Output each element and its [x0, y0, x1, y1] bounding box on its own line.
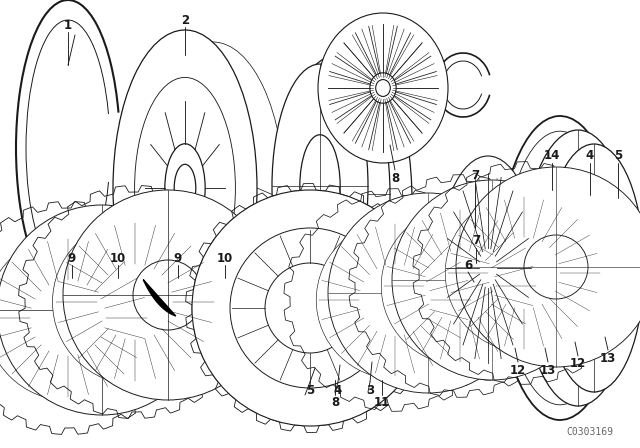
Text: 13: 13 [540, 363, 556, 376]
Ellipse shape [524, 235, 588, 299]
Ellipse shape [456, 167, 640, 367]
Text: 3: 3 [366, 383, 374, 396]
Ellipse shape [141, 42, 285, 358]
Text: 9: 9 [174, 251, 182, 264]
Text: 8: 8 [391, 172, 399, 185]
Text: 7: 7 [471, 168, 479, 181]
Text: 14: 14 [544, 148, 560, 161]
Ellipse shape [438, 156, 538, 380]
Ellipse shape [174, 164, 196, 212]
Text: 1: 1 [64, 18, 72, 31]
Text: 2: 2 [181, 13, 189, 26]
Ellipse shape [30, 280, 106, 356]
Ellipse shape [0, 236, 150, 401]
Text: 4: 4 [586, 148, 594, 161]
Text: 9: 9 [68, 251, 76, 264]
FancyBboxPatch shape [177, 337, 194, 366]
Ellipse shape [324, 136, 376, 266]
Ellipse shape [300, 135, 340, 237]
Text: 6: 6 [464, 258, 472, 271]
Ellipse shape [376, 80, 390, 96]
Text: 5: 5 [306, 383, 314, 396]
Ellipse shape [265, 263, 355, 353]
Text: 13: 13 [600, 352, 616, 365]
Ellipse shape [381, 207, 539, 365]
Text: 12: 12 [570, 357, 586, 370]
Ellipse shape [488, 237, 560, 309]
Text: 10: 10 [217, 251, 233, 264]
Ellipse shape [133, 260, 203, 330]
Ellipse shape [424, 250, 496, 322]
Ellipse shape [63, 190, 273, 400]
Ellipse shape [479, 248, 497, 288]
Ellipse shape [483, 257, 493, 279]
Ellipse shape [522, 130, 634, 406]
Ellipse shape [272, 64, 368, 308]
Ellipse shape [0, 205, 207, 415]
Ellipse shape [230, 228, 390, 388]
Text: C0303169: C0303169 [566, 427, 614, 437]
Ellipse shape [316, 221, 474, 379]
Ellipse shape [575, 221, 613, 315]
Ellipse shape [557, 215, 599, 320]
Text: 7: 7 [472, 233, 480, 246]
Polygon shape [143, 280, 176, 316]
Ellipse shape [280, 56, 390, 332]
Ellipse shape [67, 275, 137, 345]
Ellipse shape [288, 46, 412, 356]
Text: 12: 12 [510, 363, 526, 376]
Ellipse shape [165, 144, 205, 232]
Ellipse shape [192, 190, 428, 426]
Ellipse shape [445, 194, 603, 352]
Ellipse shape [460, 248, 524, 312]
Ellipse shape [396, 261, 460, 325]
Text: 4: 4 [334, 383, 342, 396]
Ellipse shape [328, 193, 528, 393]
Text: 11: 11 [374, 396, 390, 409]
Text: 8: 8 [331, 396, 339, 409]
Ellipse shape [359, 264, 431, 336]
Ellipse shape [97, 264, 173, 340]
Ellipse shape [318, 13, 448, 163]
Ellipse shape [370, 73, 396, 103]
Ellipse shape [113, 30, 257, 346]
Ellipse shape [544, 144, 640, 392]
Text: 10: 10 [110, 251, 126, 264]
Ellipse shape [312, 136, 358, 252]
Text: 5: 5 [614, 148, 622, 161]
Ellipse shape [392, 180, 592, 380]
Ellipse shape [52, 220, 218, 384]
